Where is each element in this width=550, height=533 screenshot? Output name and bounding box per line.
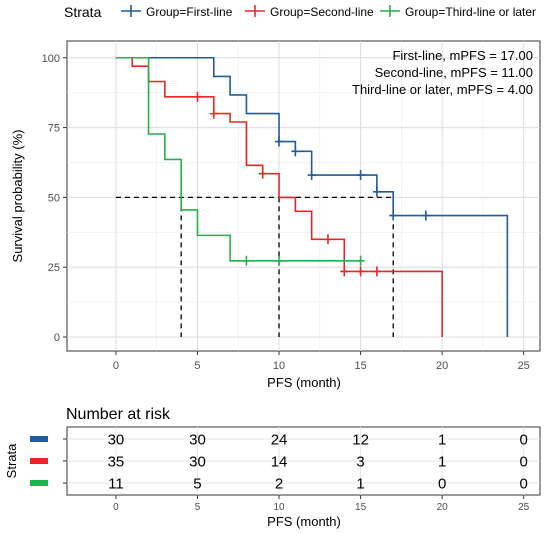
risk-cell: 0	[520, 476, 528, 493]
censor-mark-series-0	[275, 136, 284, 147]
risk-cell: 30	[108, 432, 125, 449]
risk-cell: 1	[356, 476, 364, 493]
y-tick-label: 75	[48, 123, 60, 135]
censor-mark-series-0	[421, 210, 430, 221]
risk-table: Number at risk 30 30 24 12 1 035 30 14 3 1 011 5 2 1 0…	[4, 406, 541, 529]
mpfs-annotation-2: Third-line or later, mPFS = 4.00	[352, 82, 533, 97]
mpfs-annotation-0: First-line, mPFS = 17.00	[392, 48, 533, 63]
censor-mark-series-2	[356, 255, 365, 266]
censor-mark-series-2	[242, 255, 251, 266]
y-tick-label: 25	[48, 262, 60, 274]
censor-mark-series-1	[258, 168, 267, 179]
x-tick-label: 15	[354, 360, 366, 372]
censor-mark-series-1	[209, 108, 218, 119]
risk-cell: 1	[438, 432, 446, 449]
censor-mark-series-0	[356, 170, 365, 181]
risk-cell: 11	[108, 476, 124, 493]
censor-mark-series-1	[372, 266, 381, 277]
risk-cell: 0	[438, 476, 446, 493]
risk-table-title: Number at risk	[66, 406, 171, 423]
risk-table-y-label: Strata	[4, 443, 19, 478]
risk-cell: 12	[352, 432, 369, 449]
risk-cell: 3	[356, 454, 364, 471]
censor-mark-series-0	[291, 146, 300, 157]
risk-cell: 0	[520, 432, 528, 449]
risk-table-grid	[67, 427, 540, 495]
annotations: First-line, mPFS = 17.00 Second-line, mPF…	[352, 48, 533, 97]
censor-mark-series-2	[275, 255, 284, 266]
y-tick-label: 100	[42, 53, 60, 65]
risk-table-cells: 30 30 24 12 1 0 35 30 14 3 1 0 11 5 2 1 0 0	[108, 432, 528, 493]
risk-x-tick-label: 5	[195, 502, 201, 513]
main-plot: First-line, mPFS = 17.00 Second-line, mPF…	[10, 40, 541, 390]
legend-label-0: Group=First-line	[146, 5, 233, 19]
censor-marks	[193, 91, 430, 277]
legend-label-1: Group=Second-line	[270, 5, 374, 19]
risk-cell: 30	[189, 432, 206, 449]
median-lines	[115, 196, 394, 338]
x-tick-label: 20	[436, 360, 448, 372]
censor-mark-series-1	[340, 266, 349, 277]
risk-x-tick-label: 25	[518, 502, 530, 513]
risk-cell: 14	[271, 454, 288, 471]
risk-table-x-label: PFS (month)	[267, 514, 341, 529]
curve-series-2	[115, 56, 361, 262]
risk-row-swatch-0	[30, 436, 48, 442]
censor-mark-series-1	[193, 91, 202, 102]
censor-mark-series-0	[372, 186, 381, 197]
risk-cell: 0	[520, 454, 528, 471]
y-axis-label: Survival probability (%)	[10, 130, 25, 263]
risk-x-tick-label: 15	[355, 502, 367, 513]
risk-cell: 24	[271, 432, 288, 449]
survival-curves	[115, 56, 509, 338]
x-axis-label: PFS (month)	[267, 375, 341, 390]
risk-cell: 1	[438, 454, 446, 471]
risk-cell: 35	[108, 454, 125, 471]
censor-mark-series-1	[323, 234, 332, 245]
risk-row-swatch-1	[30, 458, 48, 464]
risk-x-tick-label: 0	[113, 502, 119, 513]
x-tick-label: 10	[273, 360, 285, 372]
censor-mark-series-0	[307, 170, 316, 181]
risk-x-tick-label: 10	[273, 502, 285, 513]
x-tick-label: 5	[194, 360, 200, 372]
risk-row-swatch-2	[30, 480, 48, 486]
risk-cell: 30	[189, 454, 206, 471]
risk-cell: 5	[193, 476, 201, 493]
legend-title: Strata	[64, 4, 102, 20]
main-grid	[67, 41, 540, 351]
mpfs-annotation-1: Second-line, mPFS = 11.00	[375, 65, 533, 80]
risk-table-axes: 0 5 10 15 20 25	[30, 436, 530, 513]
risk-x-tick-label: 20	[437, 502, 449, 513]
curve-series-0	[115, 56, 509, 338]
censor-mark-series-0	[389, 210, 398, 221]
main-axes: 0 5 10 15 20 25 0 25 50 75 100	[42, 53, 530, 372]
censor-mark-series-1	[356, 266, 365, 277]
legend-label-2: Group=Third-line or later	[405, 5, 536, 19]
risk-cell: 2	[275, 476, 283, 493]
x-tick-label: 25	[518, 360, 530, 372]
y-tick-label: 0	[54, 332, 60, 344]
legend: Strata Group=First-line Group=Second-line…	[64, 4, 536, 20]
x-tick-label: 0	[113, 360, 119, 372]
y-tick-label: 50	[48, 192, 60, 204]
